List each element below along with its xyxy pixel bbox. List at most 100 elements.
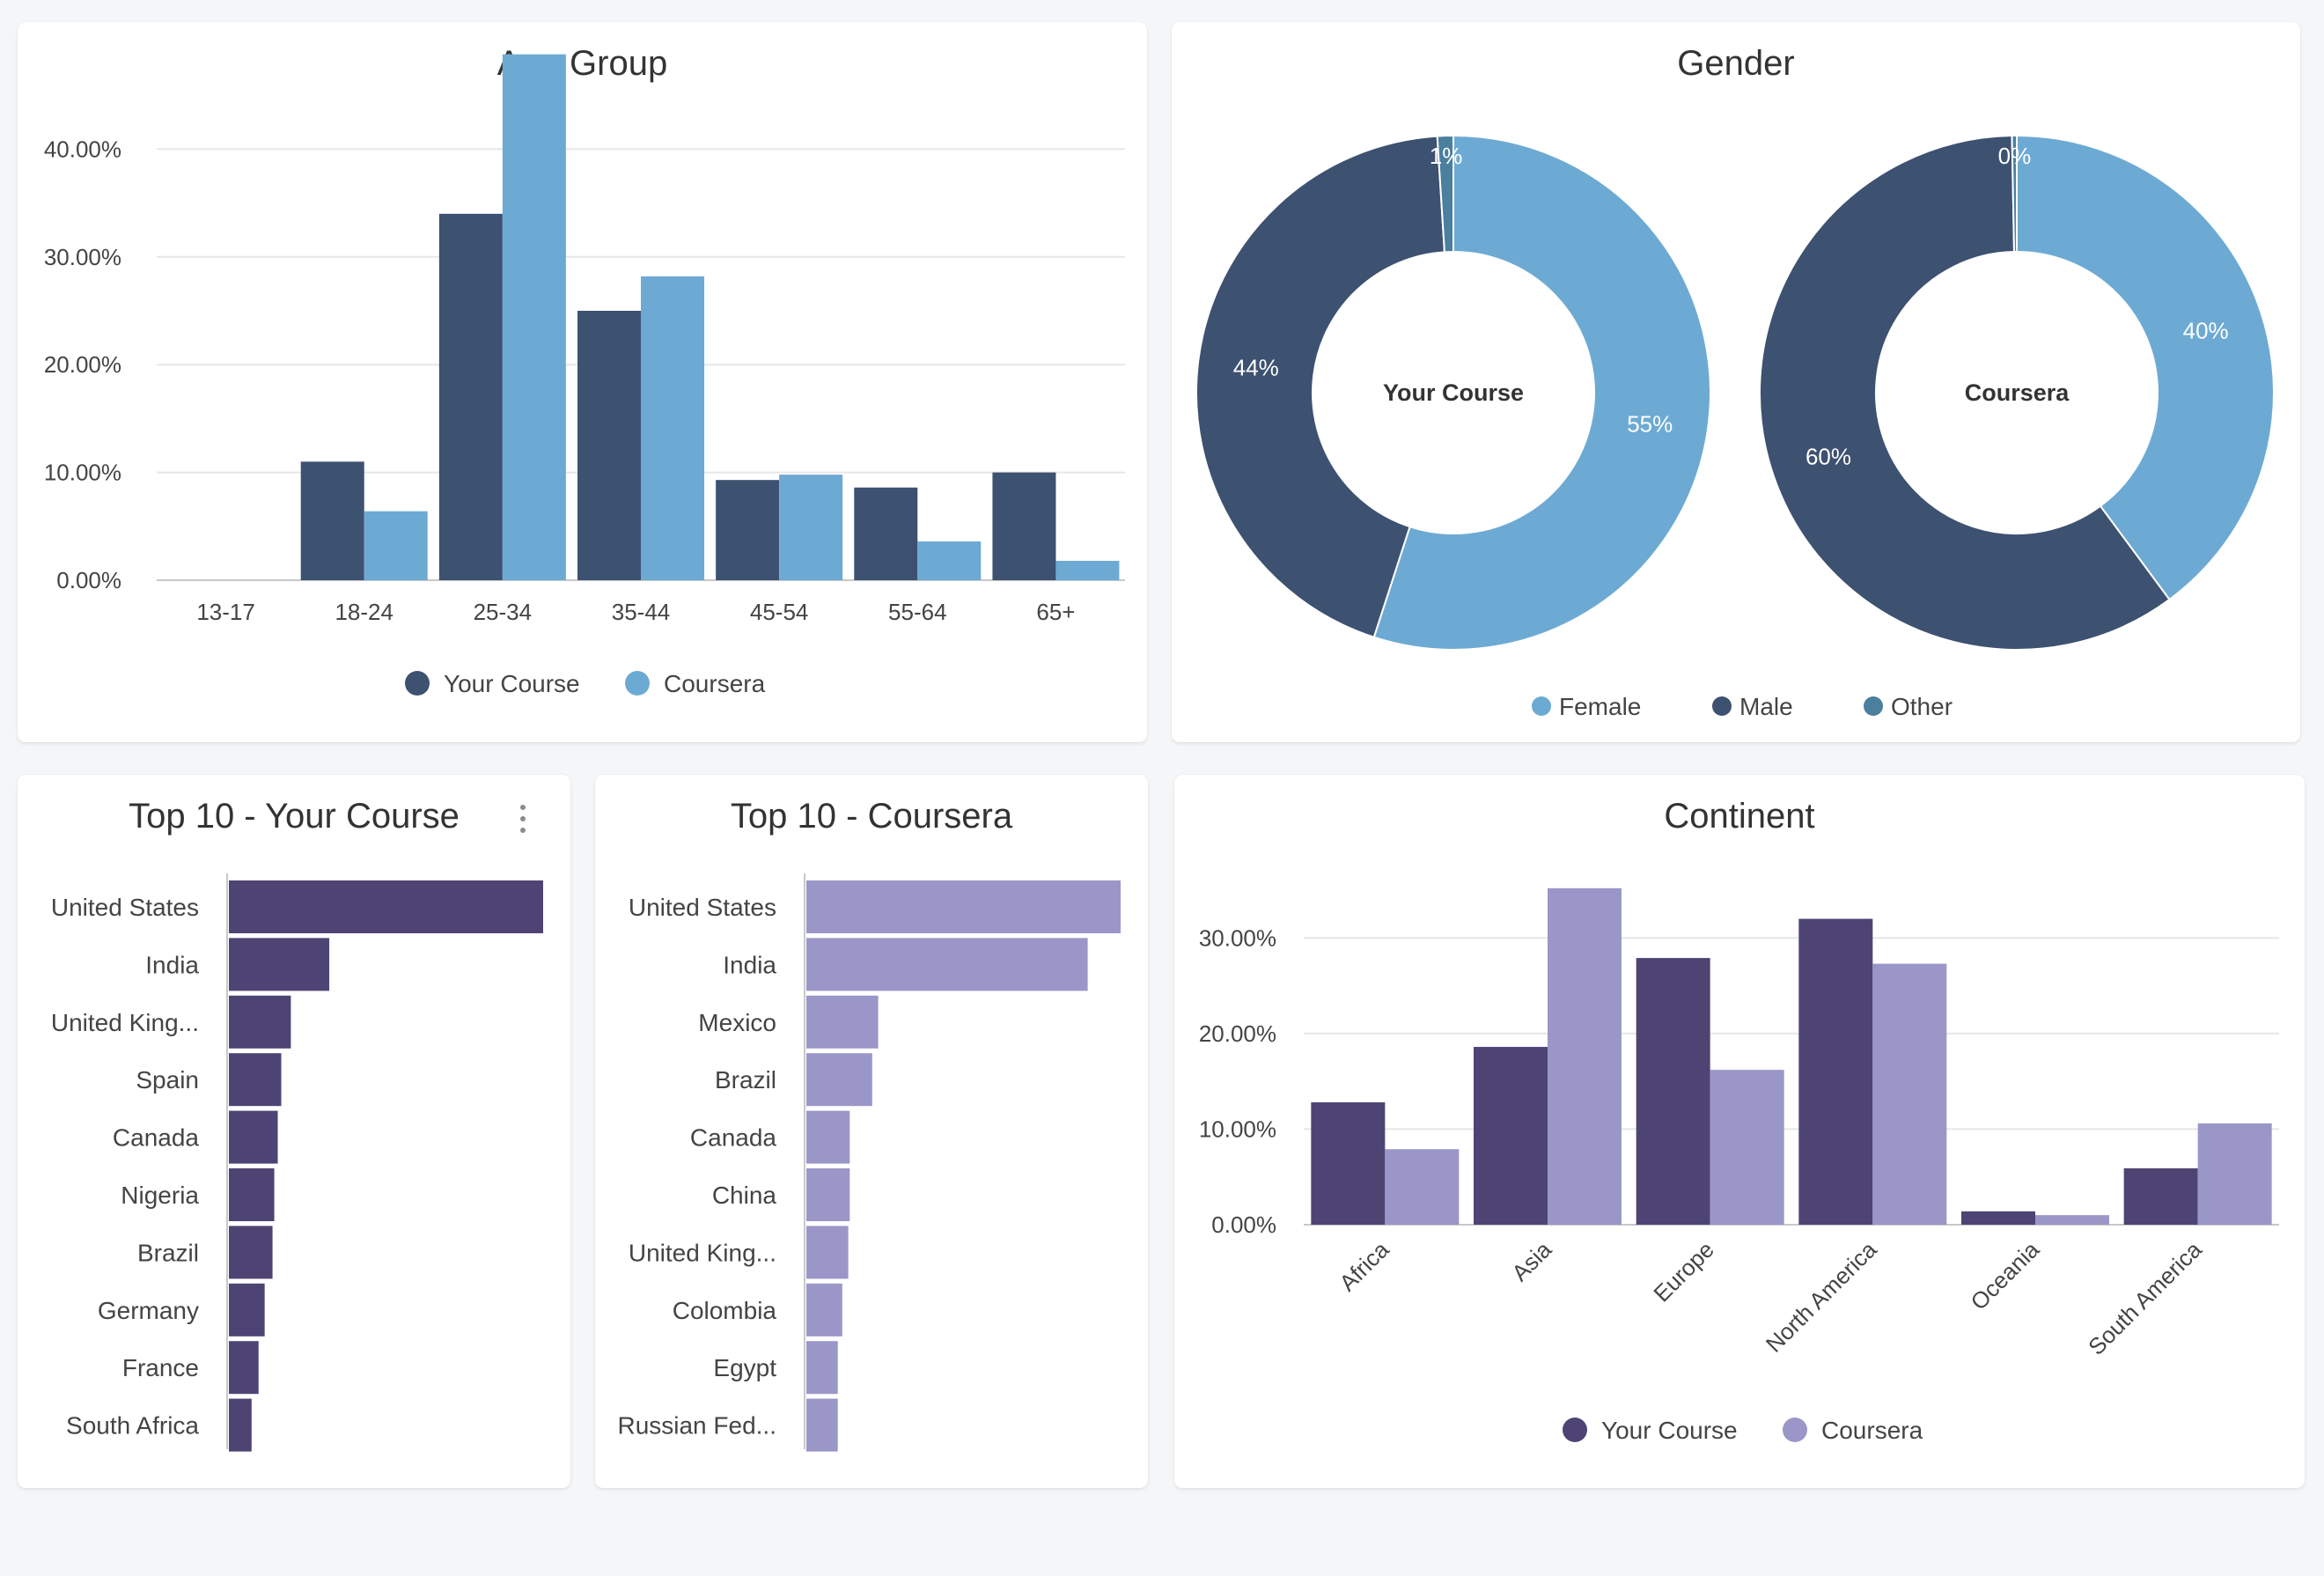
- top10-your-course-category-label: Canada: [113, 1124, 200, 1152]
- top10-coursera-bar: [806, 1341, 838, 1395]
- age-xtick-label: 25-34: [474, 599, 533, 625]
- continent-xtick-label: Africa: [1334, 1236, 1394, 1297]
- donut-center-label: Your Course: [1383, 379, 1524, 406]
- continent-xtick-label: South America: [2083, 1236, 2207, 1360]
- top10-coursera-bar: [806, 995, 879, 1049]
- top10-your-course-bar: [229, 995, 291, 1049]
- more-vertical-icon[interactable]: [516, 801, 530, 836]
- gender-legend-label: Female: [1559, 693, 1641, 720]
- continent-bar-coursera: [2197, 1123, 2272, 1225]
- continent-xtick-label: North America: [1761, 1236, 1882, 1358]
- donut-center-label: Coursera: [1965, 379, 2070, 406]
- top10-your-course-bar: [229, 1110, 278, 1164]
- top10-coursera-category-label: Egypt: [713, 1354, 776, 1381]
- donut-slice-label: 0%: [1998, 143, 2032, 169]
- donut-slice-other: [1436, 134, 1454, 254]
- continent-ytick-label: 20.00%: [1199, 1020, 1276, 1047]
- age-bar-coursera: [917, 541, 982, 580]
- top10-your-course-category-label: Spain: [136, 1066, 199, 1094]
- top10-coursera-bar: [806, 1110, 850, 1164]
- continent-xtick-label: Europe: [1648, 1236, 1718, 1307]
- top10-coursera-bar: [806, 1168, 850, 1221]
- continent-legend-label: Coursera: [1821, 1417, 1923, 1444]
- top10-coursera-bar: [806, 1283, 842, 1337]
- age-group-chart: 0.00% 10.00% 20.00% 30.00% 40.00% 13-17 18-24 2…: [44, 54, 1125, 697]
- top10-your-course-bar: [229, 1053, 282, 1107]
- gender-title: Gender: [1677, 44, 1795, 83]
- donut-slice-label: 1%: [1430, 143, 1463, 169]
- donut-slice-female: [1372, 134, 1711, 651]
- top10-your-course-bar: [229, 1341, 259, 1395]
- age-group-card: Age Group 0.00% 10.00% 20.00% 30.00% 40.00% 1…: [18, 22, 1147, 742]
- gender-chart: 55% 44% 1% Your Course 40% 60% 0% Coursera Femal…: [1195, 134, 2275, 720]
- age-bar-coursera: [364, 511, 428, 580]
- top10-coursera-bar: [806, 880, 1121, 933]
- top10-coursera-category-label: China: [712, 1182, 777, 1209]
- gender-legend-label: Male: [1739, 693, 1793, 720]
- top10-coursera-category-label: Colombia: [673, 1297, 777, 1324]
- continent-xtick-label: Asia: [1506, 1236, 1556, 1286]
- top10-your-course-category-label: Germany: [98, 1297, 199, 1324]
- continent-ytick-label: 30.00%: [1199, 924, 1276, 951]
- continent-bar-your-course: [1474, 1047, 1548, 1225]
- top10-your-course-chart: United States India United King... Spain Can…: [51, 873, 543, 1452]
- continent-ytick-label: 10.00%: [1199, 1116, 1276, 1142]
- top10-coursera-bar: [806, 1226, 849, 1279]
- donut-slice-label: 55%: [1627, 410, 1673, 437]
- gender-legend-marker: [1712, 696, 1732, 716]
- age-ytick-label: 0.00%: [56, 567, 121, 593]
- top10-your-course-bar: [229, 1168, 275, 1221]
- top10-coursera-category-label: Brazil: [715, 1066, 776, 1094]
- continent-legend-marker: [1563, 1418, 1587, 1442]
- age-xtick-label: 45-54: [750, 599, 809, 625]
- top10-coursera-category-label: Mexico: [698, 1009, 776, 1036]
- age-ytick-label: 10.00%: [44, 460, 121, 486]
- age-ytick-label: 20.00%: [44, 351, 121, 378]
- top10-coursera-category-label: India: [723, 951, 776, 978]
- age-bar-your-course: [716, 480, 780, 580]
- donut-slice-label: 60%: [1806, 444, 1851, 470]
- gender-legend-label: Other: [1891, 693, 1953, 720]
- continent-bar-coursera: [1872, 963, 1947, 1225]
- continent-bar-coursera: [1385, 1149, 1460, 1225]
- top10-coursera-category-label: Russian Fed...: [617, 1412, 776, 1440]
- top10-your-course-category-label: United King...: [51, 1009, 199, 1036]
- age-bar-coursera: [502, 54, 566, 581]
- age-bar-coursera: [641, 276, 704, 580]
- age-xtick-label: 13-17: [196, 599, 255, 625]
- top10-coursera-bar: [806, 1053, 872, 1107]
- top10-your-course-category-label: Nigeria: [121, 1182, 199, 1209]
- age-xtick-label: 65+: [1036, 599, 1075, 625]
- age-xtick-label: 55-64: [888, 599, 947, 625]
- donut-slice-label: 44%: [1233, 355, 1279, 381]
- continent-xtick-label: Oceania: [1966, 1236, 2045, 1315]
- donut-slice-other: [2011, 134, 2018, 254]
- continent-title: Continent: [1664, 797, 1815, 836]
- age-bar-coursera: [1055, 560, 1120, 580]
- top10-your-course-bar: [229, 1398, 252, 1452]
- continent-bar-your-course: [1636, 958, 1710, 1225]
- continent-legend-marker: [1783, 1418, 1807, 1442]
- top10-your-course-bar: [229, 1226, 273, 1279]
- continent-bar-your-course: [1961, 1211, 2035, 1225]
- age-bar-your-course: [577, 311, 641, 580]
- continent-bar-your-course: [2123, 1167, 2198, 1225]
- age-bar-your-course: [438, 213, 503, 580]
- top10-your-course-category-label: France: [122, 1354, 199, 1381]
- age-bar-coursera: [779, 475, 843, 580]
- age-bar-your-course: [854, 487, 918, 580]
- top10-your-course-category-label: India: [145, 951, 199, 978]
- continent-bar-your-course: [1798, 918, 1873, 1225]
- donut-slice-female: [2016, 134, 2275, 601]
- donut-slice-label: 40%: [2183, 317, 2229, 343]
- top10-your-course-card: Top 10 - Your Course United States India U…: [18, 775, 570, 1488]
- gender-legend-marker: [1864, 696, 1883, 716]
- continent-chart: 0.00% 10.00% 20.00% 30.00% Africa Asia Europe N…: [1199, 887, 2279, 1444]
- age-xtick-label: 35-44: [612, 599, 671, 625]
- age-legend-marker: [405, 671, 430, 696]
- continent-bar-coursera: [1548, 887, 1622, 1225]
- age-legend-marker: [625, 671, 650, 696]
- continent-bar-coursera: [1710, 1070, 1784, 1225]
- top10-your-course-category-label: United States: [51, 894, 199, 921]
- donut-slice-male: [1759, 135, 2171, 651]
